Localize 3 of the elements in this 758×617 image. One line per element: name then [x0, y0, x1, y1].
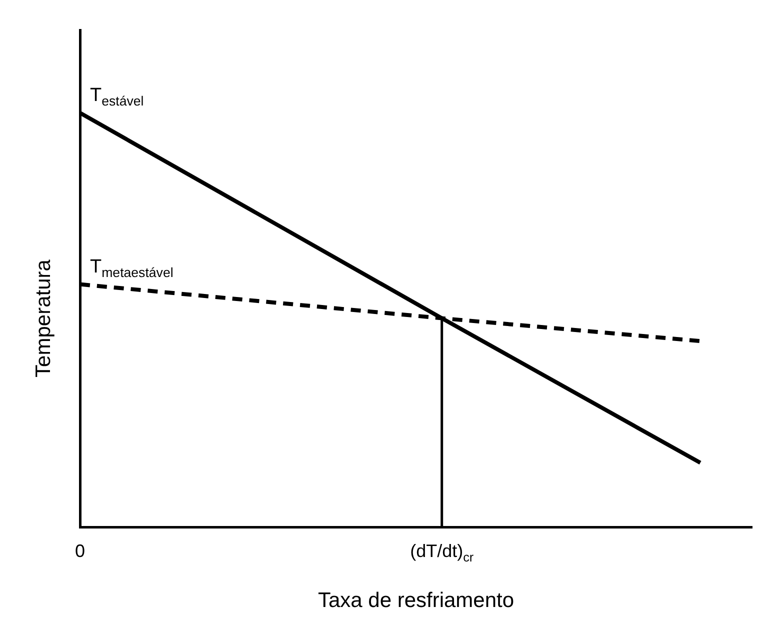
x-axis-title: Taxa de resfriamento [318, 589, 514, 612]
y-axis-title: Temperatura [32, 259, 55, 378]
x-tick-label: 0 [74, 541, 86, 561]
